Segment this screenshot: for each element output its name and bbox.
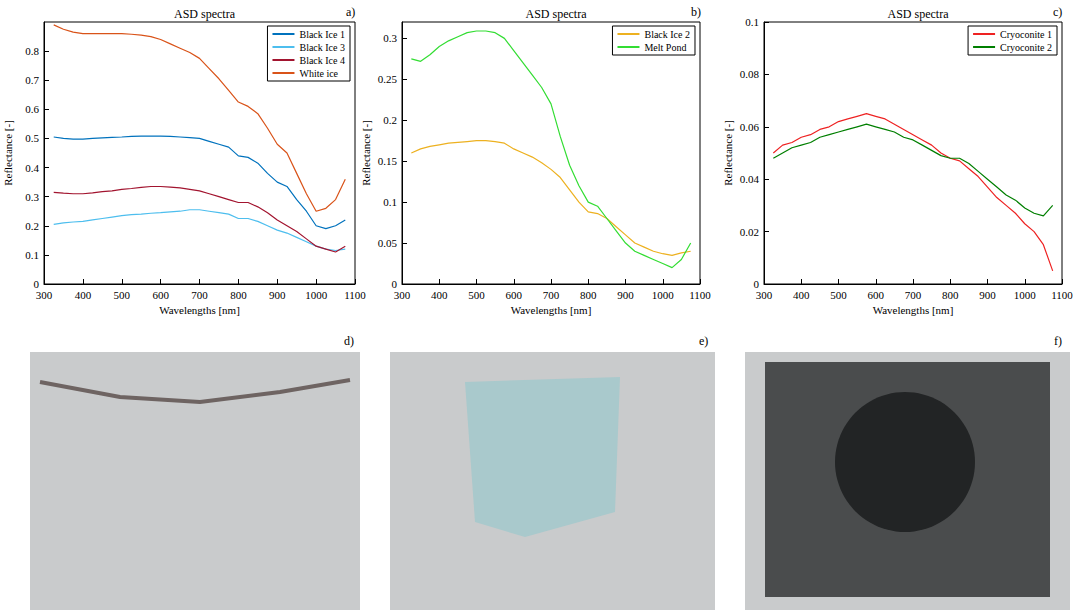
- svg-text:0.5: 0.5: [25, 132, 39, 144]
- svg-text:500: 500: [468, 289, 485, 301]
- svg-text:300: 300: [394, 289, 411, 301]
- svg-text:0.04: 0.04: [740, 173, 760, 185]
- svg-text:900: 900: [979, 289, 996, 301]
- svg-text:1000: 1000: [305, 289, 328, 301]
- svg-text:0: 0: [391, 278, 397, 290]
- svg-text:f): f): [1054, 334, 1062, 348]
- svg-text:1100: 1100: [689, 289, 711, 301]
- svg-text:300: 300: [36, 289, 53, 301]
- svg-text:Reflectance [-]: Reflectance [-]: [2, 120, 14, 186]
- svg-text:0.7: 0.7: [25, 74, 39, 86]
- svg-text:300: 300: [756, 289, 773, 301]
- svg-text:Black Ice 2: Black Ice 2: [644, 29, 690, 40]
- svg-text:800: 800: [230, 289, 247, 301]
- svg-text:Reflectance [-]: Reflectance [-]: [722, 120, 734, 186]
- svg-text:0.1: 0.1: [745, 16, 759, 28]
- svg-text:0.25: 0.25: [378, 73, 398, 85]
- svg-text:Cryoconite 1: Cryoconite 1: [1000, 29, 1052, 40]
- svg-text:d): d): [344, 334, 354, 348]
- svg-text:600: 600: [506, 289, 523, 301]
- svg-text:900: 900: [269, 289, 286, 301]
- svg-text:0.3: 0.3: [25, 191, 39, 203]
- svg-text:1100: 1100: [344, 289, 366, 301]
- svg-text:700: 700: [191, 289, 208, 301]
- svg-text:b): b): [691, 5, 701, 19]
- svg-text:500: 500: [114, 289, 131, 301]
- svg-text:Reflectance [-]: Reflectance [-]: [360, 120, 372, 186]
- svg-text:Black Ice 4: Black Ice 4: [299, 55, 345, 66]
- svg-text:White ice: White ice: [299, 68, 338, 79]
- svg-text:a): a): [346, 5, 355, 19]
- svg-text:c): c): [1053, 5, 1062, 19]
- svg-text:Wavelengths [nm]: Wavelengths [nm]: [159, 304, 240, 316]
- svg-text:0.05: 0.05: [378, 237, 398, 249]
- svg-text:0.8: 0.8: [25, 45, 39, 57]
- svg-text:Wavelengths [nm]: Wavelengths [nm]: [873, 304, 954, 316]
- svg-text:400: 400: [75, 289, 92, 301]
- svg-text:Cryoconite 2: Cryoconite 2: [1000, 42, 1052, 53]
- svg-text:0.1: 0.1: [25, 249, 39, 261]
- svg-text:0.06: 0.06: [740, 121, 760, 133]
- svg-text:0.4: 0.4: [25, 162, 39, 174]
- svg-text:0.2: 0.2: [383, 114, 397, 126]
- svg-text:ASD spectra: ASD spectra: [174, 7, 236, 21]
- svg-text:0: 0: [753, 278, 759, 290]
- svg-text:0.6: 0.6: [25, 103, 39, 115]
- svg-text:600: 600: [868, 289, 885, 301]
- svg-text:700: 700: [543, 289, 560, 301]
- svg-text:1000: 1000: [652, 289, 675, 301]
- svg-text:0.1: 0.1: [383, 196, 397, 208]
- svg-text:Melt Pond: Melt Pond: [644, 42, 686, 53]
- svg-text:900: 900: [617, 289, 634, 301]
- svg-text:0.08: 0.08: [740, 68, 760, 80]
- svg-text:400: 400: [793, 289, 810, 301]
- svg-text:800: 800: [580, 289, 597, 301]
- svg-text:1100: 1100: [1051, 289, 1073, 301]
- svg-text:0.2: 0.2: [25, 220, 39, 232]
- svg-text:700: 700: [905, 289, 922, 301]
- svg-text:800: 800: [942, 289, 959, 301]
- svg-text:0.02: 0.02: [740, 226, 759, 238]
- svg-text:Black Ice 1: Black Ice 1: [299, 29, 345, 40]
- svg-text:0.3: 0.3: [383, 32, 397, 44]
- svg-text:Black Ice 3: Black Ice 3: [299, 42, 345, 53]
- svg-text:Wavelengths [nm]: Wavelengths [nm]: [511, 304, 592, 316]
- svg-text:0.15: 0.15: [378, 155, 398, 167]
- svg-text:1000: 1000: [1014, 289, 1037, 301]
- svg-text:600: 600: [152, 289, 169, 301]
- svg-text:e): e): [699, 334, 708, 348]
- svg-text:400: 400: [431, 289, 448, 301]
- svg-text:500: 500: [830, 289, 847, 301]
- svg-text:ASD spectra: ASD spectra: [888, 7, 950, 21]
- svg-text:ASD spectra: ASD spectra: [526, 7, 588, 21]
- svg-text:0: 0: [33, 278, 39, 290]
